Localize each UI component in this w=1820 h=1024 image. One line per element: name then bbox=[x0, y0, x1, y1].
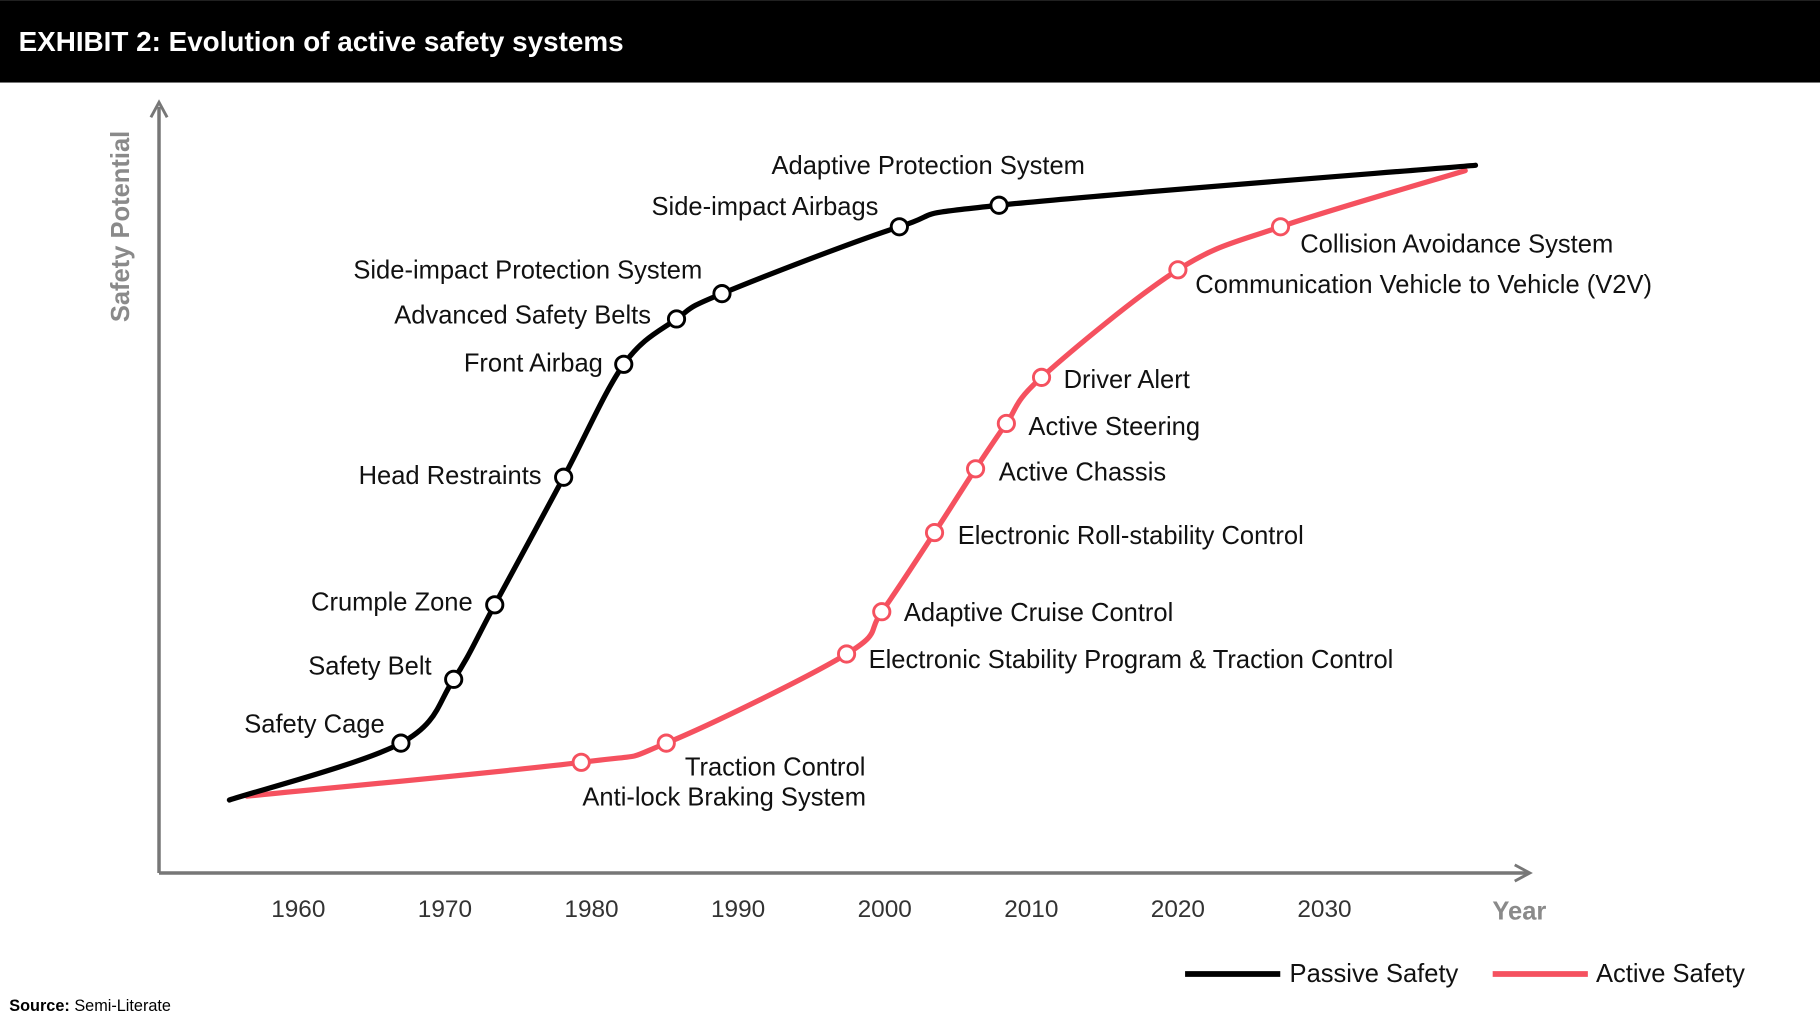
x-tick-label: 1980 bbox=[564, 896, 618, 923]
milestone-label: Front Airbag bbox=[464, 349, 603, 377]
milestone-label: Crumple Zone bbox=[311, 589, 473, 617]
source-text: Semi-Literate bbox=[74, 997, 171, 1015]
milestone-label: Anti-lock Braking System bbox=[582, 783, 866, 811]
milestone-marker bbox=[614, 354, 634, 374]
milestone-label: Adaptive Cruise Control bbox=[904, 599, 1173, 627]
milestone-label: Advanced Safety Belts bbox=[394, 302, 651, 330]
milestone-marker bbox=[656, 733, 676, 753]
x-tick-label: 2030 bbox=[1297, 896, 1351, 923]
x-tick-label: 1990 bbox=[711, 896, 765, 923]
x-axis bbox=[159, 863, 1533, 883]
milestone-label: Communication Vehicle to Vehicle (V2V) bbox=[1195, 271, 1652, 299]
milestone-marker bbox=[485, 595, 505, 615]
x-tick-label: 2000 bbox=[858, 896, 912, 923]
legend-label-active: Active Safety bbox=[1596, 960, 1745, 988]
milestone-label: Driver Alert bbox=[1064, 366, 1190, 394]
milestone-marker bbox=[391, 733, 411, 753]
milestone-marker bbox=[1168, 260, 1188, 280]
milestone-label: Electronic Stability Program & Traction … bbox=[869, 646, 1394, 674]
milestone-marker bbox=[1031, 367, 1052, 387]
milestone-marker bbox=[889, 217, 909, 237]
x-tick-label: 1960 bbox=[271, 896, 325, 923]
milestone-marker bbox=[966, 459, 986, 479]
milestone-label: Adaptive Protection System bbox=[771, 152, 1084, 180]
x-tick-label: 2010 bbox=[1004, 896, 1058, 923]
milestone-label: Safety Cage bbox=[244, 711, 384, 739]
milestone-label: Safety Belt bbox=[308, 653, 431, 681]
milestone-label: Head Restraints bbox=[359, 462, 542, 490]
milestone-label: Side-impact Protection System bbox=[353, 257, 702, 285]
x-tick-label: 2020 bbox=[1151, 896, 1205, 923]
milestone-marker bbox=[837, 644, 857, 664]
legend: Passive Safety Active Safety bbox=[1185, 960, 1745, 988]
milestone-marker bbox=[554, 467, 574, 487]
milestone-marker bbox=[666, 309, 687, 329]
milestone-marker bbox=[1270, 217, 1291, 237]
source-label: Source: bbox=[9, 997, 70, 1015]
milestone-label: Traction Control bbox=[685, 754, 866, 782]
milestone-marker bbox=[444, 669, 464, 689]
series-passive-safety: Safety Cage Safety Belt Crumple Zone Head R… bbox=[226, 152, 1479, 803]
milestone-marker bbox=[712, 284, 732, 304]
y-axis bbox=[149, 99, 169, 873]
legend-label-passive: Passive Safety bbox=[1290, 960, 1459, 988]
milestone-marker bbox=[996, 413, 1016, 434]
milestone-label: Side-impact Airbags bbox=[652, 193, 879, 221]
milestone-label: Active Steering bbox=[1028, 413, 1200, 441]
milestone-label: Electronic Roll-stability Control bbox=[958, 522, 1304, 550]
x-axis-label: Year bbox=[1492, 897, 1546, 925]
milestone-marker bbox=[872, 602, 892, 622]
milestone-marker bbox=[924, 523, 945, 543]
x-tick-label: 1970 bbox=[418, 896, 472, 923]
milestone-marker bbox=[989, 195, 1009, 215]
milestone-label: Collision Avoidance System bbox=[1300, 230, 1613, 258]
header-title: EXHIBIT 2: Evolution of active safety sy… bbox=[19, 26, 624, 57]
y-axis-label: Safety Potential bbox=[107, 131, 135, 322]
milestone-label: Active Chassis bbox=[999, 458, 1166, 486]
milestone-marker bbox=[571, 752, 591, 772]
header-bar bbox=[0, 0, 1820, 83]
source-note: Source: Semi-Literate bbox=[9, 997, 171, 1015]
